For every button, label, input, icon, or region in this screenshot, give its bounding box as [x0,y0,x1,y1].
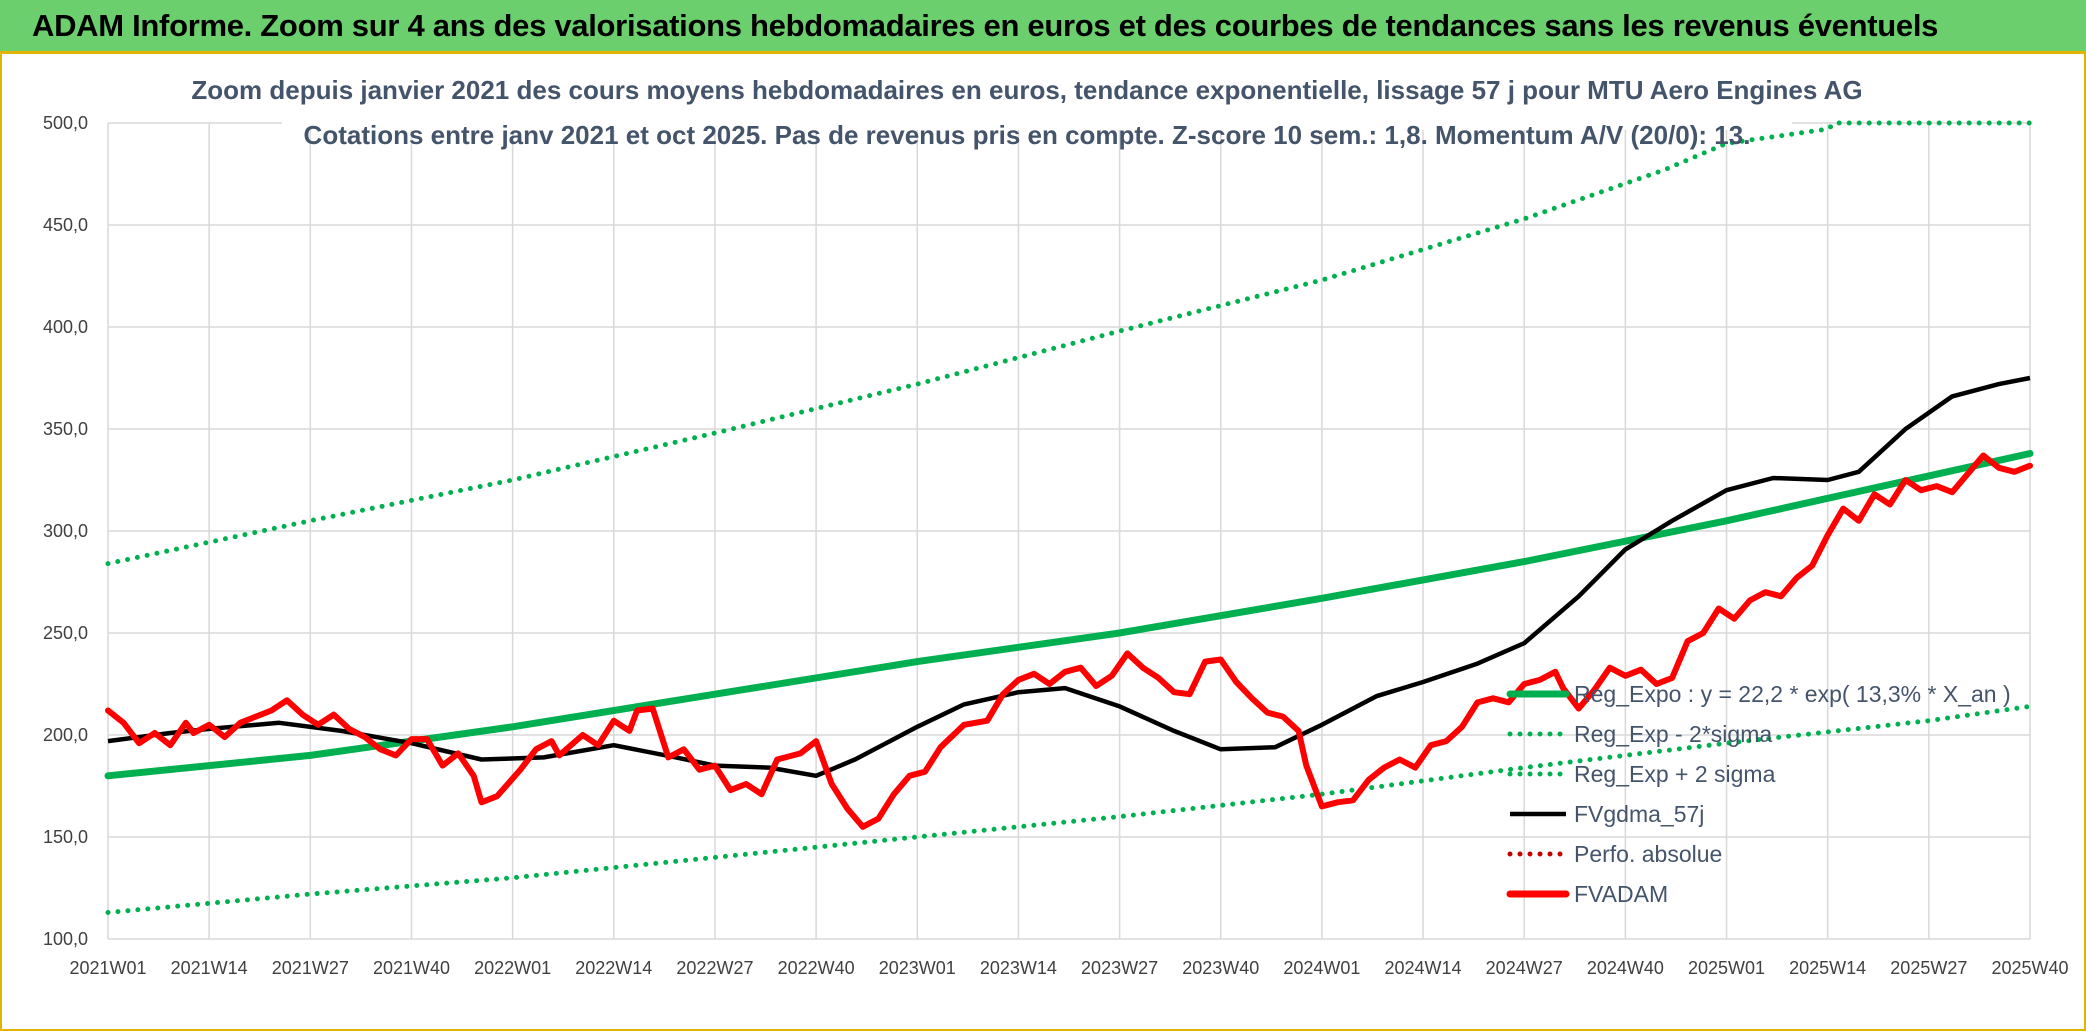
x-tick-label: 2021W14 [171,958,248,978]
y-tick-label: 200,0 [43,725,88,745]
grid [107,122,2031,940]
y-tick-label: 350,0 [43,419,88,439]
x-tick-label: 2024W14 [1385,958,1462,978]
series-line-1 [105,703,2033,915]
series-line-0 [104,450,2034,780]
x-tick-label: 2021W40 [373,958,450,978]
x-tick-label: 2025W01 [1688,958,1765,978]
subtitle-backdrop [282,60,1792,130]
legend-label-3: FVgdma_57j [1574,801,1704,827]
x-tick-label: 2024W01 [1283,958,1360,978]
x-tick-label: 2025W14 [1789,958,1866,978]
x-tick-label: 2025W40 [1991,958,2068,978]
x-tick-label: 2024W40 [1587,958,1664,978]
legend-label-0: Reg_Expo : y = 22,2 * exp( 13,3% * X_an … [1574,681,2011,707]
x-tick-label: 2023W01 [879,958,956,978]
y-axis: 100,0 150,0 200,0 250,0 300,0 350,0 400,0 450,0… [43,113,88,949]
series-line-5 [105,452,2033,830]
x-tick-label: 2023W27 [1081,958,1158,978]
legend-label-5: FVADAM [1574,881,1668,907]
y-tick-label: 300,0 [43,521,88,541]
report-banner: ADAM Informe. Zoom sur 4 ans des valoris… [0,0,2086,54]
y-tick-label: 250,0 [43,623,88,643]
x-tick-label: 2023W14 [980,958,1057,978]
y-tick-label: 450,0 [43,215,88,235]
legend: Reg_Expo : y = 22,2 * exp( 13,3% * X_an … [1506,681,2011,907]
series-line-2 [105,120,2033,567]
y-tick-label: 100,0 [43,929,88,949]
x-tick-label: 2022W27 [676,958,753,978]
chart-title-line2: Cotations entre janv 2021 et oct 2025. P… [304,120,1751,150]
y-tick-label: 500,0 [43,113,88,133]
legend-label-4: Perfo. absolue [1574,841,1722,867]
y-tick-label: 150,0 [43,827,88,847]
legend-label-2: Reg_Exp + 2 sigma [1574,761,1776,787]
chart-frame: 100,0 150,0 200,0 250,0 300,0 350,0 400,0 450,0… [0,54,2086,1031]
x-tick-label: 2025W27 [1890,958,1967,978]
series-line-3 [107,375,2031,779]
x-tick-label: 2021W27 [272,958,349,978]
y-tick-label: 400,0 [43,317,88,337]
x-tick-label: 2023W40 [1182,958,1259,978]
chart: 100,0 150,0 200,0 250,0 300,0 350,0 400,0 450,0… [43,60,2069,978]
report-title: ADAM Informe. Zoom sur 4 ans des valoris… [32,8,1939,43]
x-tick-label: 2022W40 [778,958,855,978]
x-tick-label: 2024W27 [1486,958,1563,978]
x-tick-label: 2021W01 [69,958,146,978]
series [104,120,2034,915]
x-axis: 2021W01 2021W14 2021W27 2021W40 2022W01 2022W… [69,958,2068,978]
x-tick-label: 2022W01 [474,958,551,978]
chart-title-line1: Zoom depuis janvier 2021 des cours moyen… [191,75,1862,105]
legend-label-1: Reg_Exp - 2*sigma [1574,721,1772,747]
x-tick-label: 2022W14 [575,958,652,978]
